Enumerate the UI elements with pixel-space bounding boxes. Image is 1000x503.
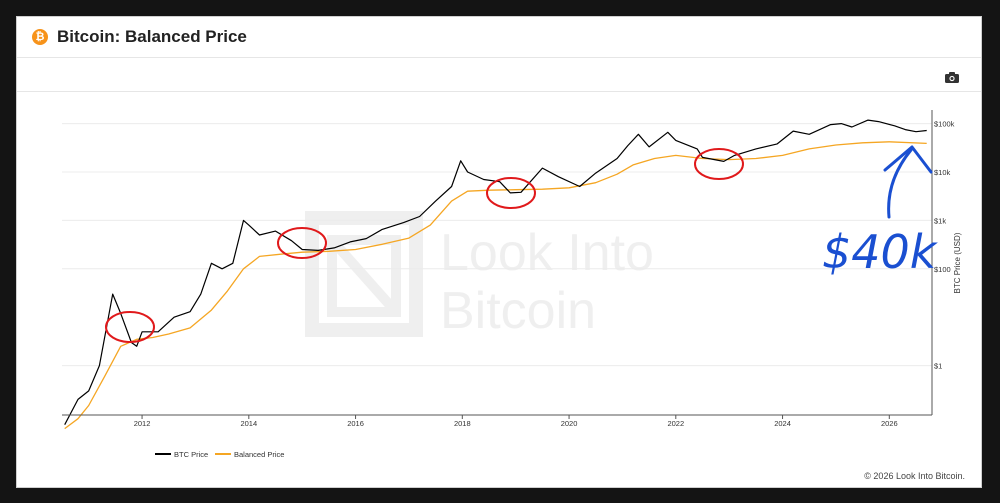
y-tick-label: $1k: [934, 216, 946, 225]
btc-price-line: [64, 119, 927, 425]
x-tick-label: 2026: [881, 419, 898, 428]
red-circle-2018: [486, 177, 536, 209]
y-tick-label: $10k: [934, 168, 951, 177]
chart-toolbar: [17, 57, 981, 92]
x-tick-label: 2018: [454, 419, 471, 428]
red-circle-2011: [105, 311, 155, 343]
axes: $1 $100 $1k $10k $100k 2012 2014 2016 2018 2020 20…: [62, 110, 955, 428]
bitcoin-logo-icon: ₿: [32, 29, 48, 45]
watermark-line1: Look Into: [440, 224, 654, 282]
watermark: Look Into Bitcoin: [305, 211, 654, 340]
y-tick-label: $100k: [934, 120, 955, 129]
red-circle-annotations: [105, 148, 744, 343]
y-axis-label: BTC Price (USD): [953, 232, 962, 293]
watermark-logo-mark: [327, 235, 401, 317]
annotation-text: $40k: [822, 225, 939, 279]
red-circle-2022: [694, 148, 744, 180]
x-tick-label: 2024: [774, 419, 791, 428]
chart-header: ₿ Bitcoin: Balanced Price: [17, 17, 981, 58]
blue-arrow-annotation: [883, 145, 933, 219]
y-tick-label: $1: [934, 362, 942, 371]
page-title: Bitcoin: Balanced Price: [57, 27, 247, 46]
copyright-text: © 2026 Look Into Bitcoin.: [864, 471, 965, 481]
legend-label: Balanced Price: [234, 450, 284, 459]
x-tick-label: 2016: [347, 419, 364, 428]
red-circle-2015: [277, 227, 327, 259]
x-tick-label: 2012: [134, 419, 151, 428]
watermark-line2: Bitcoin: [440, 282, 596, 340]
legend-label: BTC Price: [174, 450, 208, 459]
camera-icon[interactable]: [945, 72, 959, 83]
legend: BTC Price Balanced Price: [155, 450, 284, 459]
x-tick-label: 2020: [561, 419, 578, 428]
chart-card: ₿ Bitcoin: Balanced Price © 2026 Look In…: [16, 16, 982, 488]
grid: [62, 123, 932, 367]
watermark-logo: [305, 211, 423, 337]
y-tick-label: $100: [934, 265, 951, 274]
x-tick-label: 2014: [240, 419, 257, 428]
x-tick-label: 2022: [667, 419, 684, 428]
